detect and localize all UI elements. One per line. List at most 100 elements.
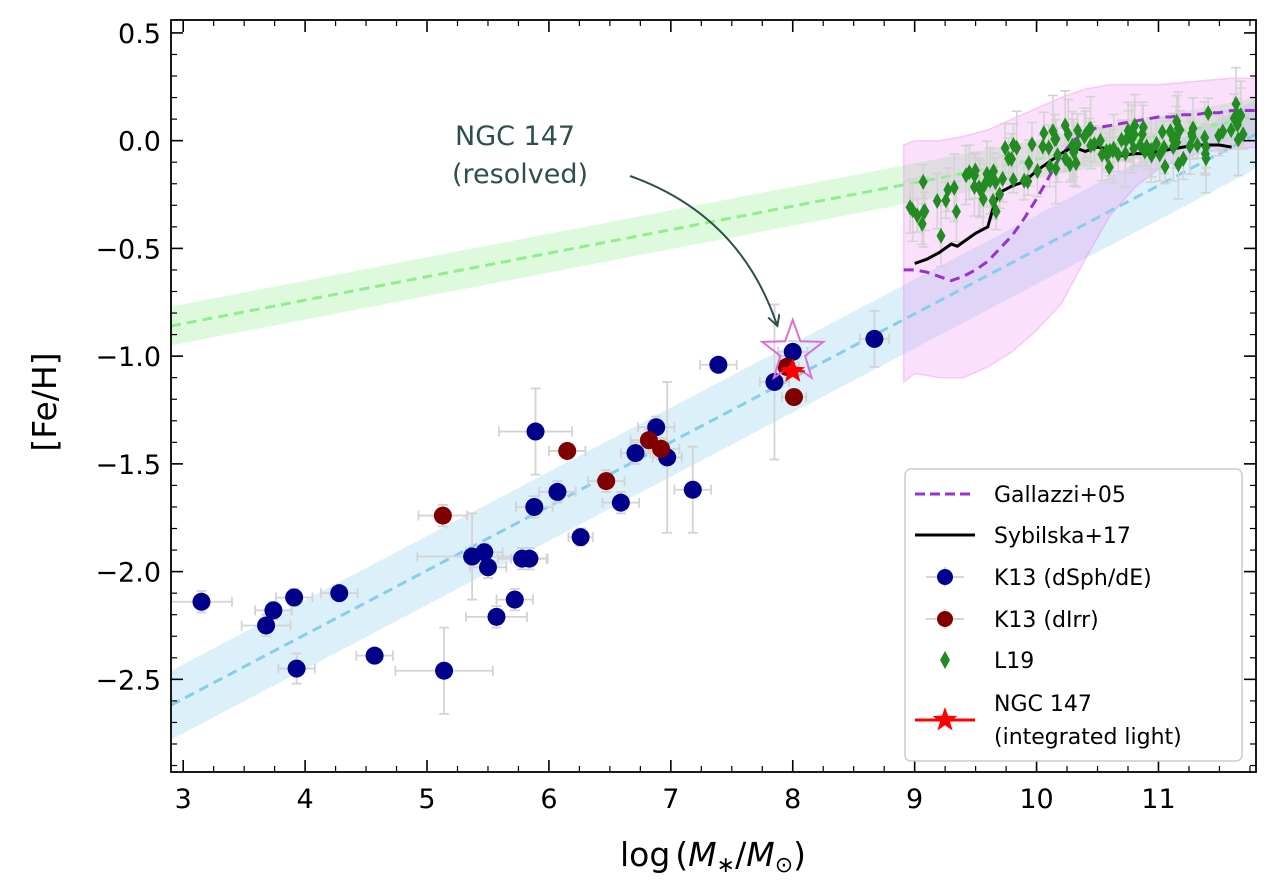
k13-dsph-point: [548, 482, 567, 501]
k13-dsph-point: [683, 480, 702, 499]
l19-point: [1060, 117, 1070, 134]
k13-dsph-point: [865, 329, 884, 348]
legend-ngc147-integrated-swatch: [915, 707, 975, 731]
legend-sybilska-label: Sybilska+17: [994, 524, 1131, 549]
x-tick-label: 6: [540, 784, 557, 815]
k13-dsph-point: [783, 342, 802, 361]
k13-dsph-point: [487, 607, 506, 626]
l19-point: [1079, 128, 1089, 145]
l19-point: [1072, 136, 1082, 153]
l19-point: [991, 174, 1001, 191]
annotation-label-line2: (resolved): [452, 159, 588, 190]
l19-point: [932, 193, 942, 210]
l19-point: [1185, 138, 1195, 155]
k13-dsph-point: [264, 601, 283, 620]
ngc147-integrated-star: [780, 358, 806, 382]
k13-dsph-point: [526, 422, 545, 441]
l19-point: [1019, 172, 1029, 189]
l19-point: [1238, 126, 1248, 143]
k13-dirr-point: [597, 472, 616, 491]
ngc147-resolved-annotation: NGC 147 (resolved): [452, 121, 777, 325]
k13-dsph-point: [192, 592, 211, 611]
y-tick-label: −2.0: [95, 558, 161, 589]
l19-point: [1109, 140, 1119, 157]
l19-point: [1033, 163, 1043, 180]
l19-point: [998, 170, 1008, 187]
l19-point: [970, 162, 980, 179]
l19-point: [964, 164, 974, 181]
l19-point: [1157, 124, 1167, 141]
l19-point: [1155, 146, 1165, 163]
l19-point: [1071, 155, 1081, 172]
gallazzi-line: [903, 109, 1256, 283]
legend-l19-label: L19: [994, 649, 1034, 674]
k13-dsph-point: [365, 646, 384, 665]
k13-dsph-point: [475, 543, 494, 562]
l19-point: [1053, 147, 1063, 164]
k13-dsph-point: [435, 661, 454, 680]
legend-k13-dsph-swatch: [926, 567, 964, 587]
k13-dirr-point: [784, 388, 803, 407]
l19-point: [1140, 143, 1150, 160]
legend-k13-dirr-swatch: [926, 609, 964, 629]
x-tick-label: 4: [297, 784, 314, 815]
l19-point: [1146, 142, 1156, 159]
l19-point: [949, 179, 959, 196]
y-tick-label: −1.0: [95, 342, 161, 373]
l19-point: [1117, 131, 1127, 148]
l19-point: [1200, 129, 1210, 146]
x-tick-label: 7: [662, 784, 679, 815]
k13-dirr-point: [558, 441, 577, 460]
l19-point: [1203, 105, 1213, 122]
x-tick-label: 3: [175, 784, 192, 815]
l19-point: [1138, 119, 1148, 136]
k13-dirr-point: [652, 439, 671, 458]
l19-point: [1051, 130, 1061, 147]
l19-point: [1095, 132, 1105, 149]
k13-dsph-point: [571, 528, 590, 547]
l19-point: [974, 179, 984, 196]
l19-point: [1039, 125, 1049, 142]
l19-point: [1218, 123, 1228, 140]
x-tick-label: 11: [1141, 784, 1175, 815]
x-tick-label: 8: [784, 784, 801, 815]
legend-gallazzi-label: Gallazzi+05: [994, 483, 1126, 508]
l19-point: [1232, 116, 1242, 133]
l19-point: [1027, 136, 1037, 153]
l19-point: [918, 173, 928, 190]
k13-dsph-point: [285, 588, 304, 607]
k13-dsph-point: [626, 444, 645, 463]
k13-dsph-point: [330, 584, 349, 603]
x-axis-title: log (M∗/M⊙): [620, 835, 806, 878]
l19-point: [991, 203, 1001, 220]
k13-dsph-point: [709, 355, 728, 374]
annotation-arrow: [629, 175, 777, 325]
k13-dsph-point: [257, 616, 276, 635]
legend-l19-swatch: [940, 651, 950, 669]
k13-dsph-point: [287, 659, 306, 678]
y-tick-label: −2.5: [95, 665, 161, 696]
l19-point: [1073, 122, 1083, 139]
k13-dsph-point: [520, 549, 539, 568]
l19-point: [936, 227, 946, 244]
l19-point: [1226, 122, 1236, 139]
l19-point: [1060, 150, 1070, 167]
l19-points: [905, 95, 1248, 244]
l19-point: [1188, 120, 1198, 137]
axis-ticks: 3 4 5 6 7 8 9 10 11 0.5 0.0 −0.5 −1.0 −1.5 −2.0 −2.5: [95, 19, 1256, 815]
l19-point: [1201, 150, 1211, 167]
l19-point: [1008, 171, 1018, 188]
l19-point: [951, 203, 961, 220]
l19-point: [1214, 127, 1224, 144]
l19-point: [1086, 137, 1096, 154]
l19-point: [1045, 158, 1055, 175]
y-tick-label: −0.5: [95, 234, 161, 265]
y-tick-label: 0.5: [118, 19, 161, 50]
l19-point: [1004, 150, 1014, 167]
gallazzi-band: [902, 77, 1256, 384]
legend-k13-dsph-label: K13 (dSph/dE): [994, 566, 1152, 591]
l19-point: [1104, 159, 1114, 176]
plot-area: [171, 66, 1256, 740]
axes-frame: [170, 19, 1257, 773]
